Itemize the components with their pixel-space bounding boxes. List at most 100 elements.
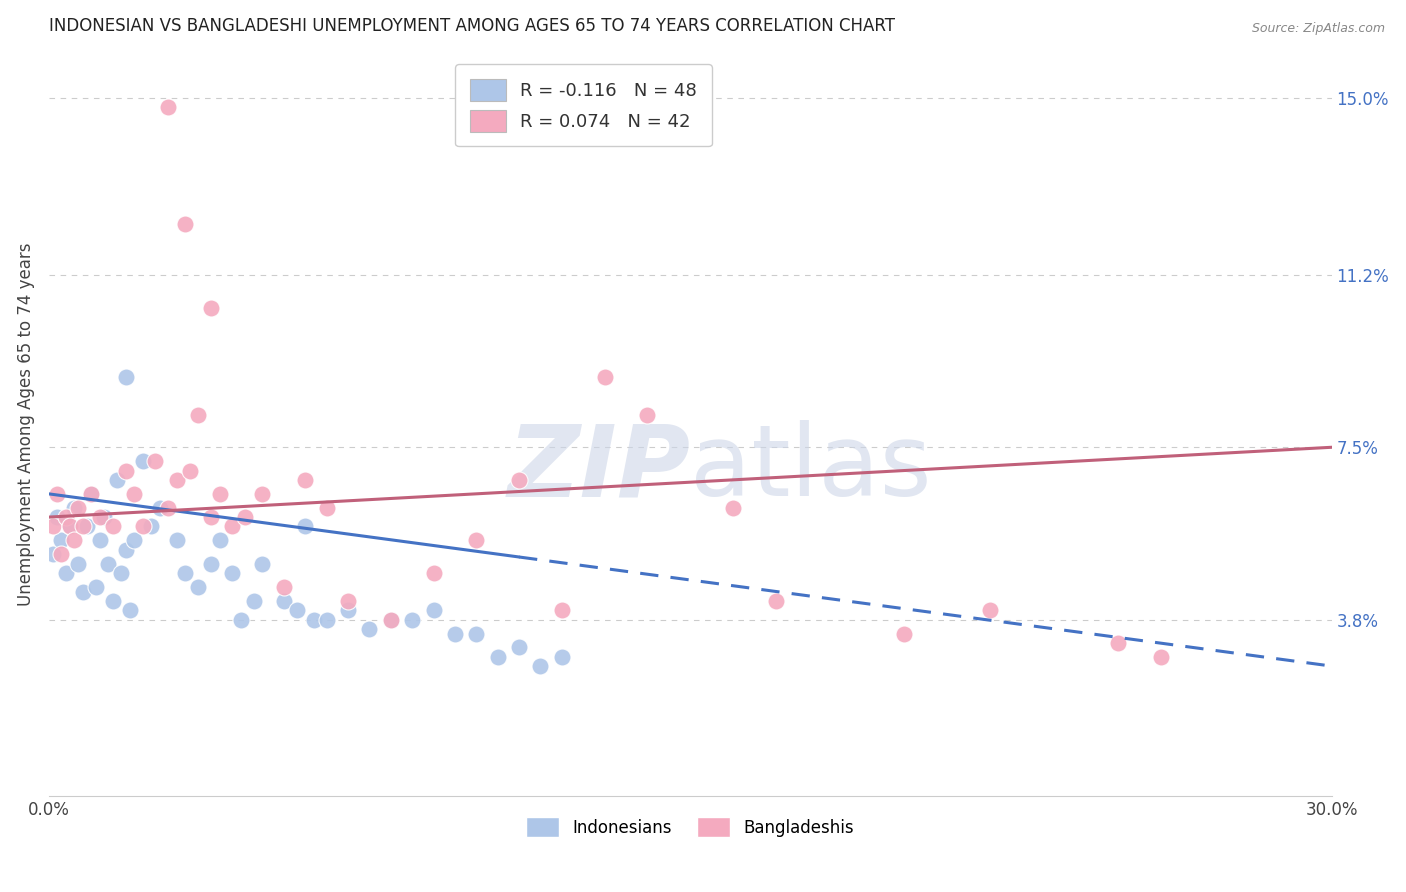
Point (200, 301, 222, 315)
Point (187, 580, 209, 594)
Y-axis label: Unemployment Among Ages 65 to 74 years: Unemployment Among Ages 65 to 74 years (17, 243, 35, 606)
Text: Source: ZipAtlas.com: Source: ZipAtlas.com (1251, 22, 1385, 36)
Point (380, 613, 402, 627)
Point (141, 519, 163, 533)
Point (166, 533, 188, 548)
Point (157, 500, 180, 515)
Point (302, 613, 325, 627)
Point (1107, 636, 1129, 650)
Point (315, 613, 337, 627)
Point (51, 533, 73, 548)
Point (149, 500, 172, 515)
Point (114, 464, 136, 478)
Point (551, 603, 574, 617)
Point (72, 519, 94, 533)
Point (122, 487, 145, 501)
Point (208, 533, 231, 548)
Point (59, 519, 82, 533)
Point (229, 613, 252, 627)
Point (157, 100, 180, 114)
Text: INDONESIAN VS BANGLADESHI UNEMPLOYMENT AMONG AGES 65 TO 74 YEARS CORRELATION CHA: INDONESIAN VS BANGLADESHI UNEMPLOYMENT A… (49, 17, 894, 35)
Point (59, 519, 82, 533)
Point (486, 649, 509, 664)
Point (444, 626, 467, 640)
Point (110, 566, 132, 580)
Point (67, 500, 90, 515)
Point (67, 557, 90, 571)
Point (200, 510, 222, 524)
Point (93, 510, 115, 524)
Point (76, 519, 98, 533)
Text: ZIP: ZIP (508, 420, 690, 517)
Point (529, 659, 551, 673)
Point (42, 519, 65, 533)
Point (80, 487, 103, 501)
Point (63, 500, 86, 515)
Point (401, 613, 423, 627)
Point (187, 408, 209, 422)
Point (122, 533, 145, 548)
Point (101, 594, 124, 608)
Point (422, 566, 444, 580)
Point (118, 603, 141, 617)
Point (893, 626, 915, 640)
Point (145, 454, 167, 468)
Point (593, 370, 616, 384)
Point (174, 566, 197, 580)
Point (465, 626, 488, 640)
Point (273, 580, 295, 594)
Point (55, 510, 77, 524)
Point (465, 533, 488, 548)
Point (42, 547, 65, 561)
Point (979, 603, 1001, 617)
Point (336, 603, 359, 617)
Point (765, 594, 787, 608)
Point (131, 519, 153, 533)
Point (131, 454, 153, 468)
Point (336, 594, 359, 608)
Point (221, 519, 243, 533)
Point (97, 557, 120, 571)
Point (294, 473, 316, 487)
Point (89, 533, 111, 548)
Point (179, 464, 201, 478)
Point (273, 594, 295, 608)
Point (105, 473, 128, 487)
Point (233, 510, 256, 524)
Point (315, 500, 337, 515)
Point (208, 487, 231, 501)
Point (101, 519, 124, 533)
Point (80, 487, 103, 501)
Point (114, 370, 136, 384)
Point (174, 217, 197, 231)
Point (51, 547, 73, 561)
Point (46, 487, 69, 501)
Point (422, 603, 444, 617)
Point (55, 566, 77, 580)
Point (63, 533, 86, 548)
Point (636, 408, 658, 422)
Point (294, 519, 316, 533)
Point (1149, 649, 1171, 664)
Point (89, 510, 111, 524)
Point (252, 557, 274, 571)
Point (166, 473, 188, 487)
Point (72, 584, 94, 599)
Point (508, 640, 530, 655)
Point (221, 566, 243, 580)
Point (285, 603, 308, 617)
Point (721, 500, 744, 515)
Point (380, 613, 402, 627)
Text: atlas: atlas (690, 420, 932, 517)
Point (508, 473, 530, 487)
Point (84, 580, 107, 594)
Point (114, 542, 136, 557)
Point (243, 594, 266, 608)
Point (252, 487, 274, 501)
Point (200, 557, 222, 571)
Legend: Indonesians, Bangladeshis: Indonesians, Bangladeshis (519, 810, 860, 844)
Point (46, 510, 69, 524)
Point (551, 649, 574, 664)
Point (359, 622, 381, 636)
Point (679, 128, 702, 143)
